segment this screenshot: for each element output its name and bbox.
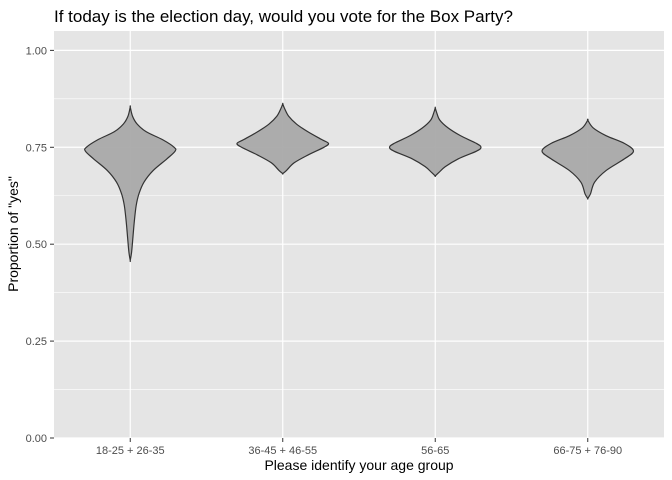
grid-minor	[54, 98, 664, 390]
x-tick-label: 18-25 + 26-35	[96, 445, 165, 457]
x-axis: 18-25 + 26-35 36-45 + 46-55 56-65 66-75 + 7…	[96, 438, 622, 457]
y-tick-label: 0.00	[26, 433, 47, 445]
chart-title: If today is the election day, would you …	[54, 7, 513, 26]
violin-4	[541, 118, 635, 200]
y-tick-label: 0.50	[26, 239, 47, 251]
violin-1	[84, 105, 177, 263]
violin-3	[388, 106, 482, 177]
violin-2	[236, 102, 330, 175]
y-tick-label: 0.75	[26, 142, 47, 154]
x-axis-label: Please identify your age group	[264, 457, 453, 473]
y-axis: 0.00 0.25 0.50 0.75 1.00	[26, 45, 54, 445]
grid-major	[54, 31, 664, 439]
y-tick-label: 0.25	[26, 336, 47, 348]
plot-panel	[54, 31, 664, 438]
x-tick-label: 66-75 + 76-90	[553, 445, 622, 457]
y-tick-label: 1.00	[26, 45, 47, 57]
violins	[84, 102, 635, 263]
x-tick-label: 36-45 + 46-55	[248, 445, 317, 457]
x-tick-label: 56-65	[421, 445, 449, 457]
y-axis-label: Proportion of "yes"	[5, 176, 21, 292]
